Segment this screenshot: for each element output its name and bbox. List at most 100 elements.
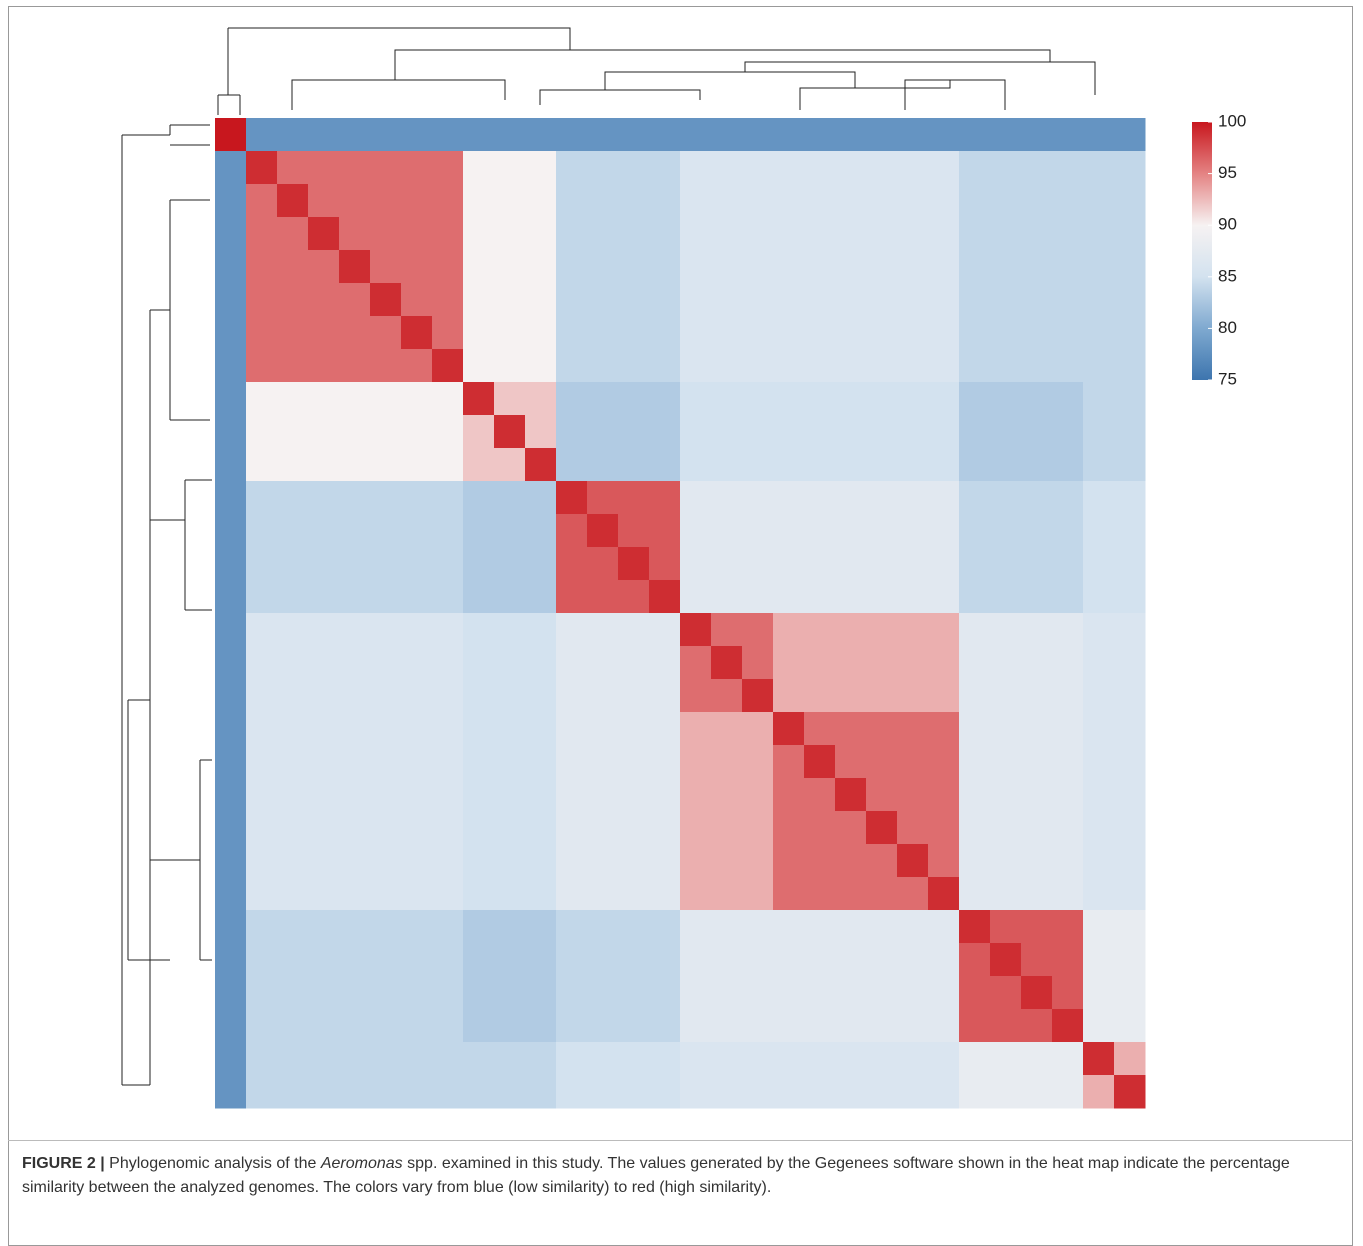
- heatmap-cell: [277, 1075, 309, 1109]
- heatmap-cell: [959, 283, 991, 317]
- heatmap-cell: [308, 547, 340, 581]
- heatmap-cell: [432, 283, 464, 317]
- heatmap-cell: [339, 910, 371, 944]
- heatmap-cell: [525, 877, 557, 911]
- heatmap-cell: [897, 745, 929, 779]
- heatmap-cell: [1083, 679, 1115, 713]
- heatmap-cell: [804, 976, 836, 1010]
- heatmap-cell: [618, 613, 650, 647]
- heatmap-cell: [773, 1042, 805, 1076]
- heatmap-cell: [618, 316, 650, 350]
- heatmap-cell: [1083, 547, 1115, 581]
- heatmap-cell: [649, 1042, 681, 1076]
- heatmap-cell: [401, 877, 433, 911]
- heatmap-cell: [525, 184, 557, 218]
- heatmap-cell: [711, 844, 743, 878]
- heatmap-cell: [990, 514, 1022, 548]
- heatmap-cell: [494, 514, 526, 548]
- heatmap-cell: [463, 514, 495, 548]
- heatmap-cell: [742, 217, 774, 251]
- heatmap-cell: [1114, 481, 1146, 515]
- heatmap-cell: [494, 283, 526, 317]
- heatmap-cell: [835, 118, 867, 152]
- heatmap-cell: [587, 382, 619, 416]
- heatmap-cell: [773, 1009, 805, 1043]
- heatmap-cell: [401, 712, 433, 746]
- heatmap-cell: [215, 481, 247, 515]
- heatmap-cell: [866, 349, 898, 383]
- heatmap-cell: [711, 217, 743, 251]
- heatmap-cell: [401, 283, 433, 317]
- heatmap-cell: [401, 118, 433, 152]
- heatmap-cell: [277, 217, 309, 251]
- heatmap-cell: [835, 316, 867, 350]
- heatmap-cell: [1083, 811, 1115, 845]
- heatmap-cell: [835, 580, 867, 614]
- heatmap-cell: [494, 1075, 526, 1109]
- heatmap-cell: [835, 283, 867, 317]
- heatmap-cell: [618, 580, 650, 614]
- heatmap-cell: [711, 283, 743, 317]
- heatmap-cell: [494, 448, 526, 482]
- heatmap-cell: [990, 118, 1022, 152]
- heatmap-cell: [680, 679, 712, 713]
- heatmap-cell: [277, 877, 309, 911]
- heatmap-cell: [525, 514, 557, 548]
- heatmap-cell: [587, 481, 619, 515]
- heatmap-cell: [897, 547, 929, 581]
- heatmap-cell: [680, 877, 712, 911]
- heatmap-cell: [1083, 844, 1115, 878]
- heatmap-cell: [1052, 547, 1084, 581]
- heatmap-cell: [1114, 613, 1146, 647]
- heatmap-cell: [928, 679, 960, 713]
- heatmap-cell: [680, 448, 712, 482]
- heatmap-cell: [401, 679, 433, 713]
- heatmap-cell: [959, 547, 991, 581]
- heatmap-cell: [990, 1009, 1022, 1043]
- heatmap-cell: [618, 547, 650, 581]
- heatmap-cell: [1052, 184, 1084, 218]
- heatmap-cell: [556, 481, 588, 515]
- heatmap-cell: [339, 151, 371, 185]
- heatmap-cell: [1083, 118, 1115, 152]
- heatmap-cell: [494, 844, 526, 878]
- heatmap-cell: [804, 679, 836, 713]
- heatmap-cell: [246, 811, 278, 845]
- heatmap-cell: [897, 382, 929, 416]
- heatmap-cell: [401, 1075, 433, 1109]
- heatmap-cell: [649, 547, 681, 581]
- heatmap-cell: [277, 514, 309, 548]
- heatmap-cell: [835, 1075, 867, 1109]
- heatmap-cell: [587, 547, 619, 581]
- heatmap-cell: [897, 877, 929, 911]
- dendrogram-top: [217, 27, 1096, 115]
- heatmap-cell: [897, 283, 929, 317]
- heatmap-cell: [432, 877, 464, 911]
- heatmap-cell: [215, 283, 247, 317]
- heatmap-cell: [618, 712, 650, 746]
- heatmap-cell: [990, 349, 1022, 383]
- heatmap-cell: [990, 217, 1022, 251]
- heatmap-cell: [1021, 481, 1053, 515]
- heatmap-cell: [308, 943, 340, 977]
- heatmap-cell: [649, 283, 681, 317]
- heatmap-cell: [463, 349, 495, 383]
- heatmap-cell: [773, 844, 805, 878]
- heatmap-cell: [928, 1009, 960, 1043]
- heatmap-cell: [432, 316, 464, 350]
- heatmap-cell: [773, 382, 805, 416]
- heatmap-cell: [804, 910, 836, 944]
- heatmap-cell: [1021, 976, 1053, 1010]
- heatmap-cell: [1083, 151, 1115, 185]
- heatmap-cell: [618, 943, 650, 977]
- heatmap-cell: [215, 217, 247, 251]
- heatmap-cell: [866, 745, 898, 779]
- heatmap-cell: [649, 811, 681, 845]
- heatmap-cell: [618, 151, 650, 185]
- heatmap-cell: [680, 910, 712, 944]
- heatmap-cell: [835, 877, 867, 911]
- heatmap-cell: [928, 910, 960, 944]
- heatmap-cell: [401, 382, 433, 416]
- heatmap-cell: [804, 481, 836, 515]
- heatmap-cell: [556, 217, 588, 251]
